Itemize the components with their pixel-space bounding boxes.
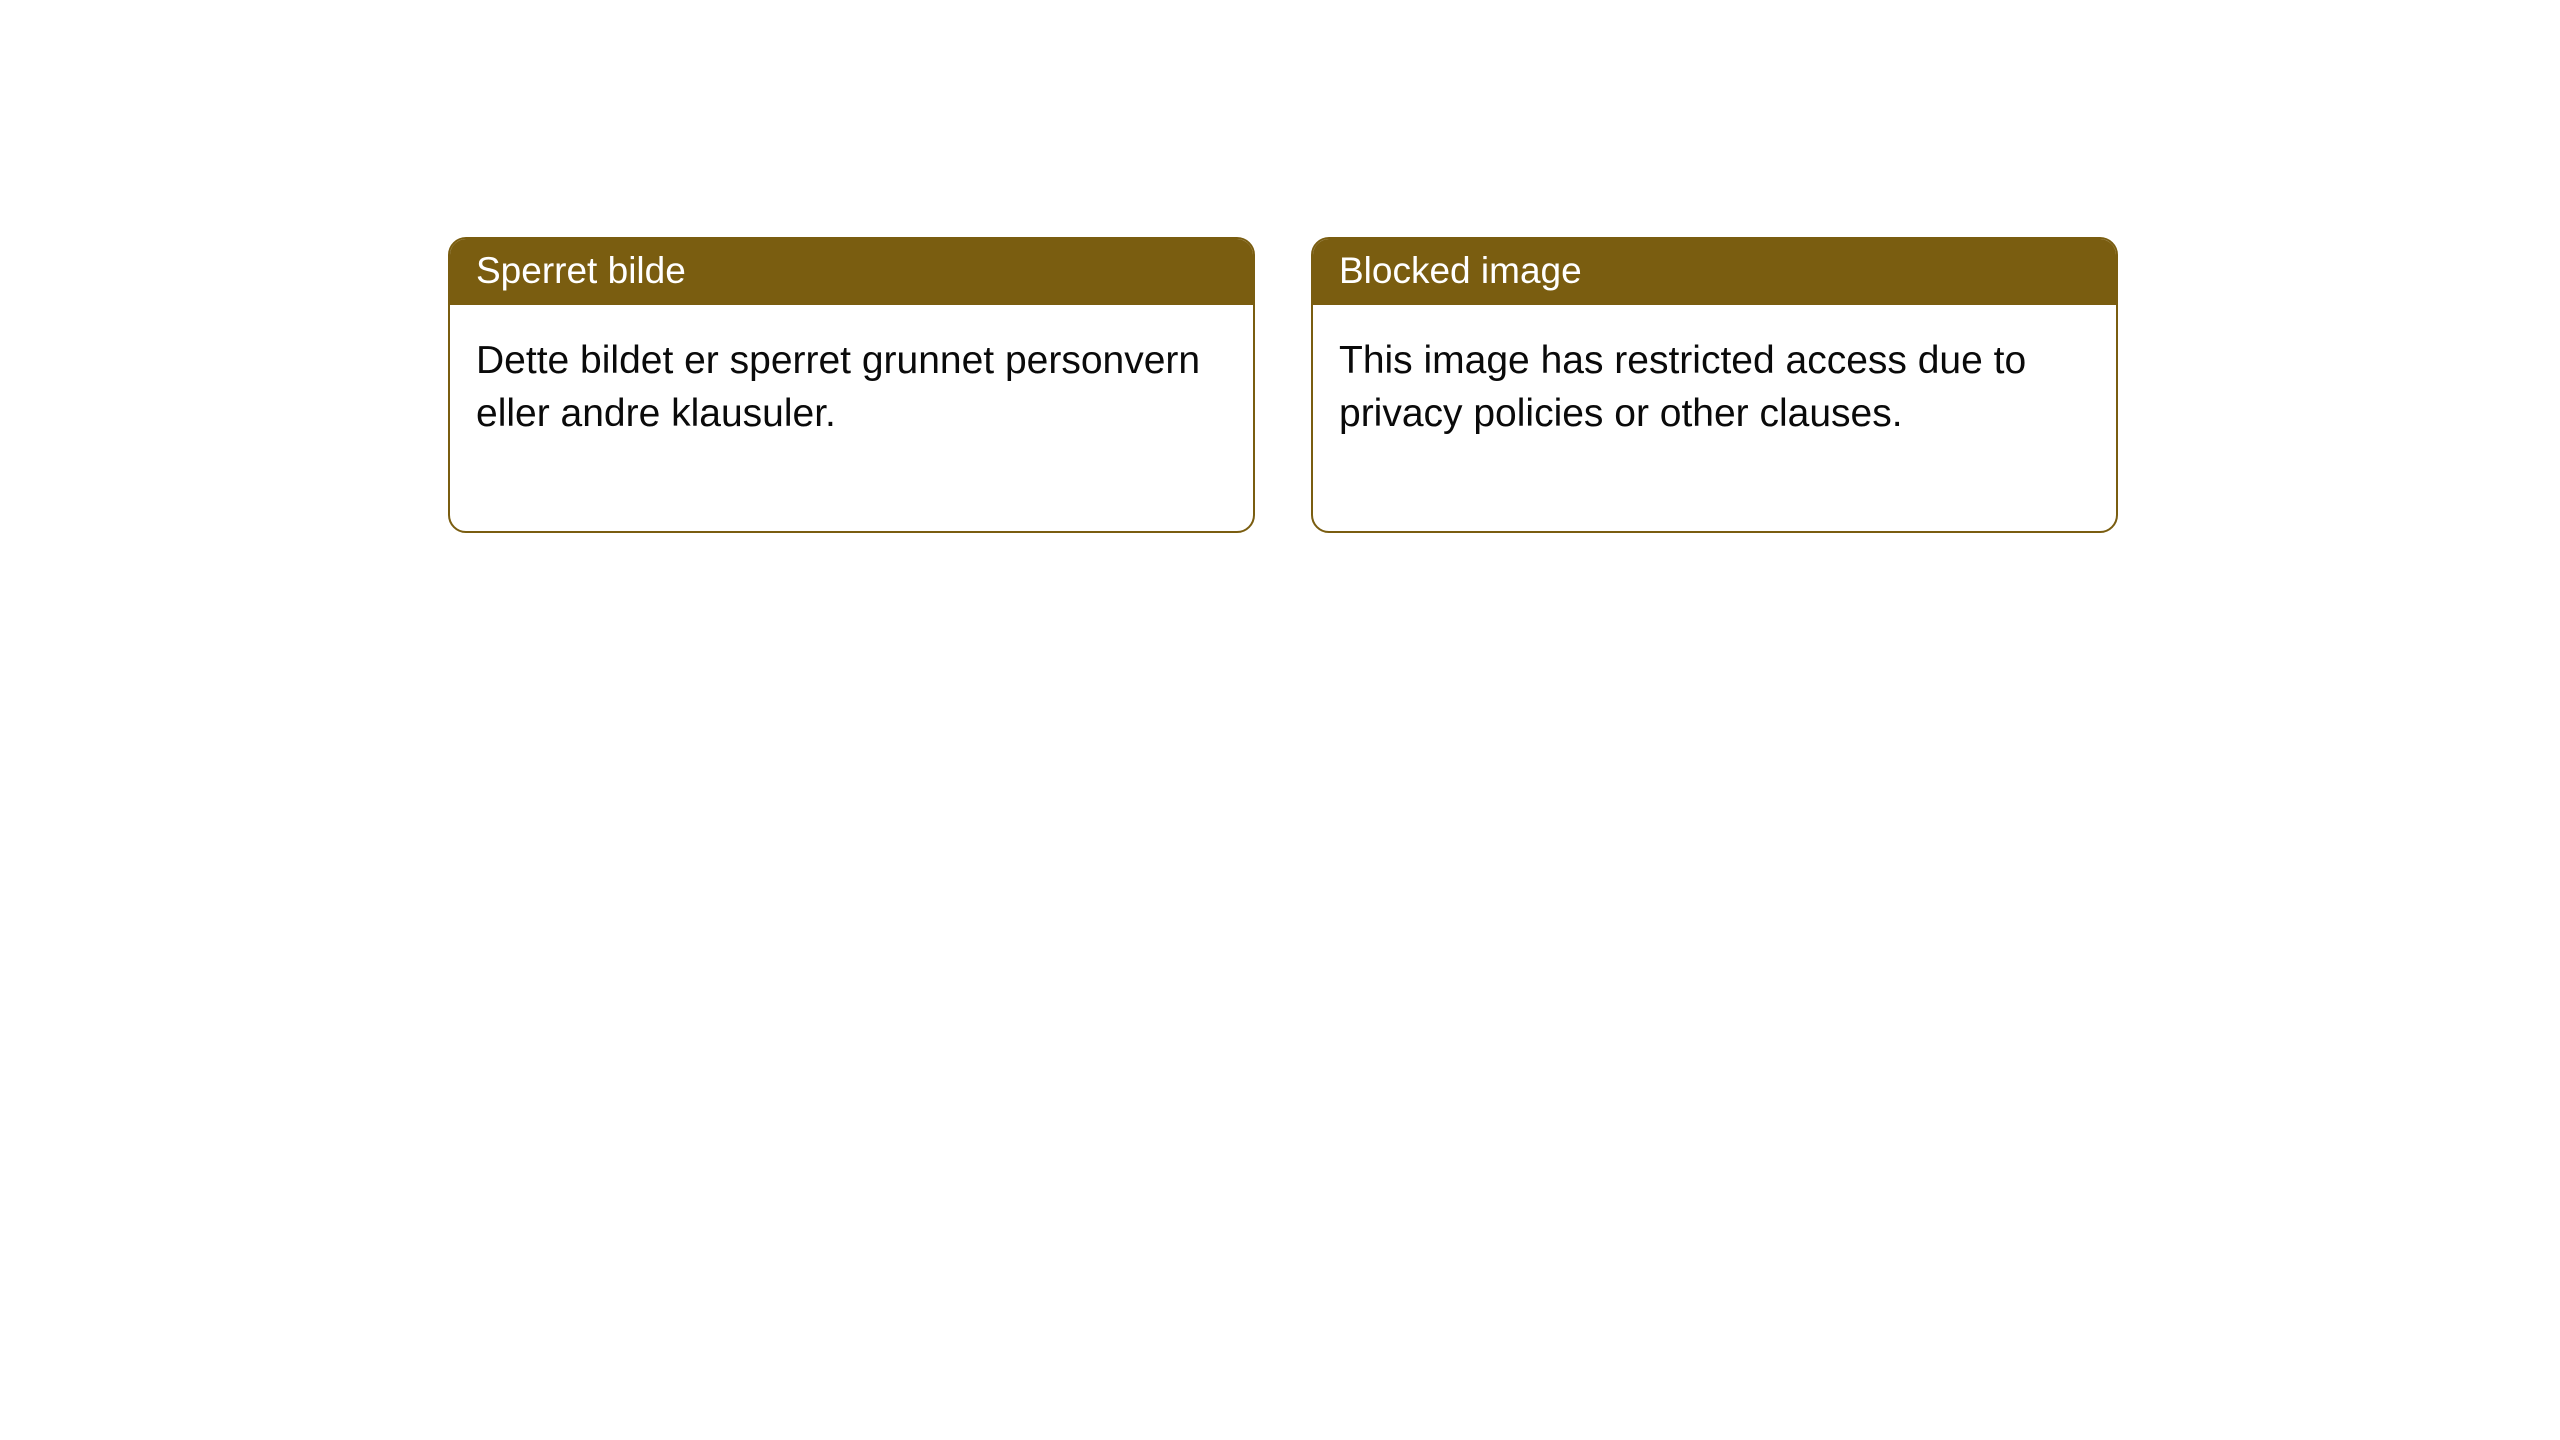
notice-header: Blocked image — [1313, 239, 2116, 305]
notice-container: Sperret bilde Dette bildet er sperret gr… — [448, 237, 2118, 533]
notice-card-no: Sperret bilde Dette bildet er sperret gr… — [448, 237, 1255, 533]
notice-header: Sperret bilde — [450, 239, 1253, 305]
notice-card-en: Blocked image This image has restricted … — [1311, 237, 2118, 533]
notice-body: This image has restricted access due to … — [1313, 305, 2116, 530]
notice-body: Dette bildet er sperret grunnet personve… — [450, 305, 1253, 530]
